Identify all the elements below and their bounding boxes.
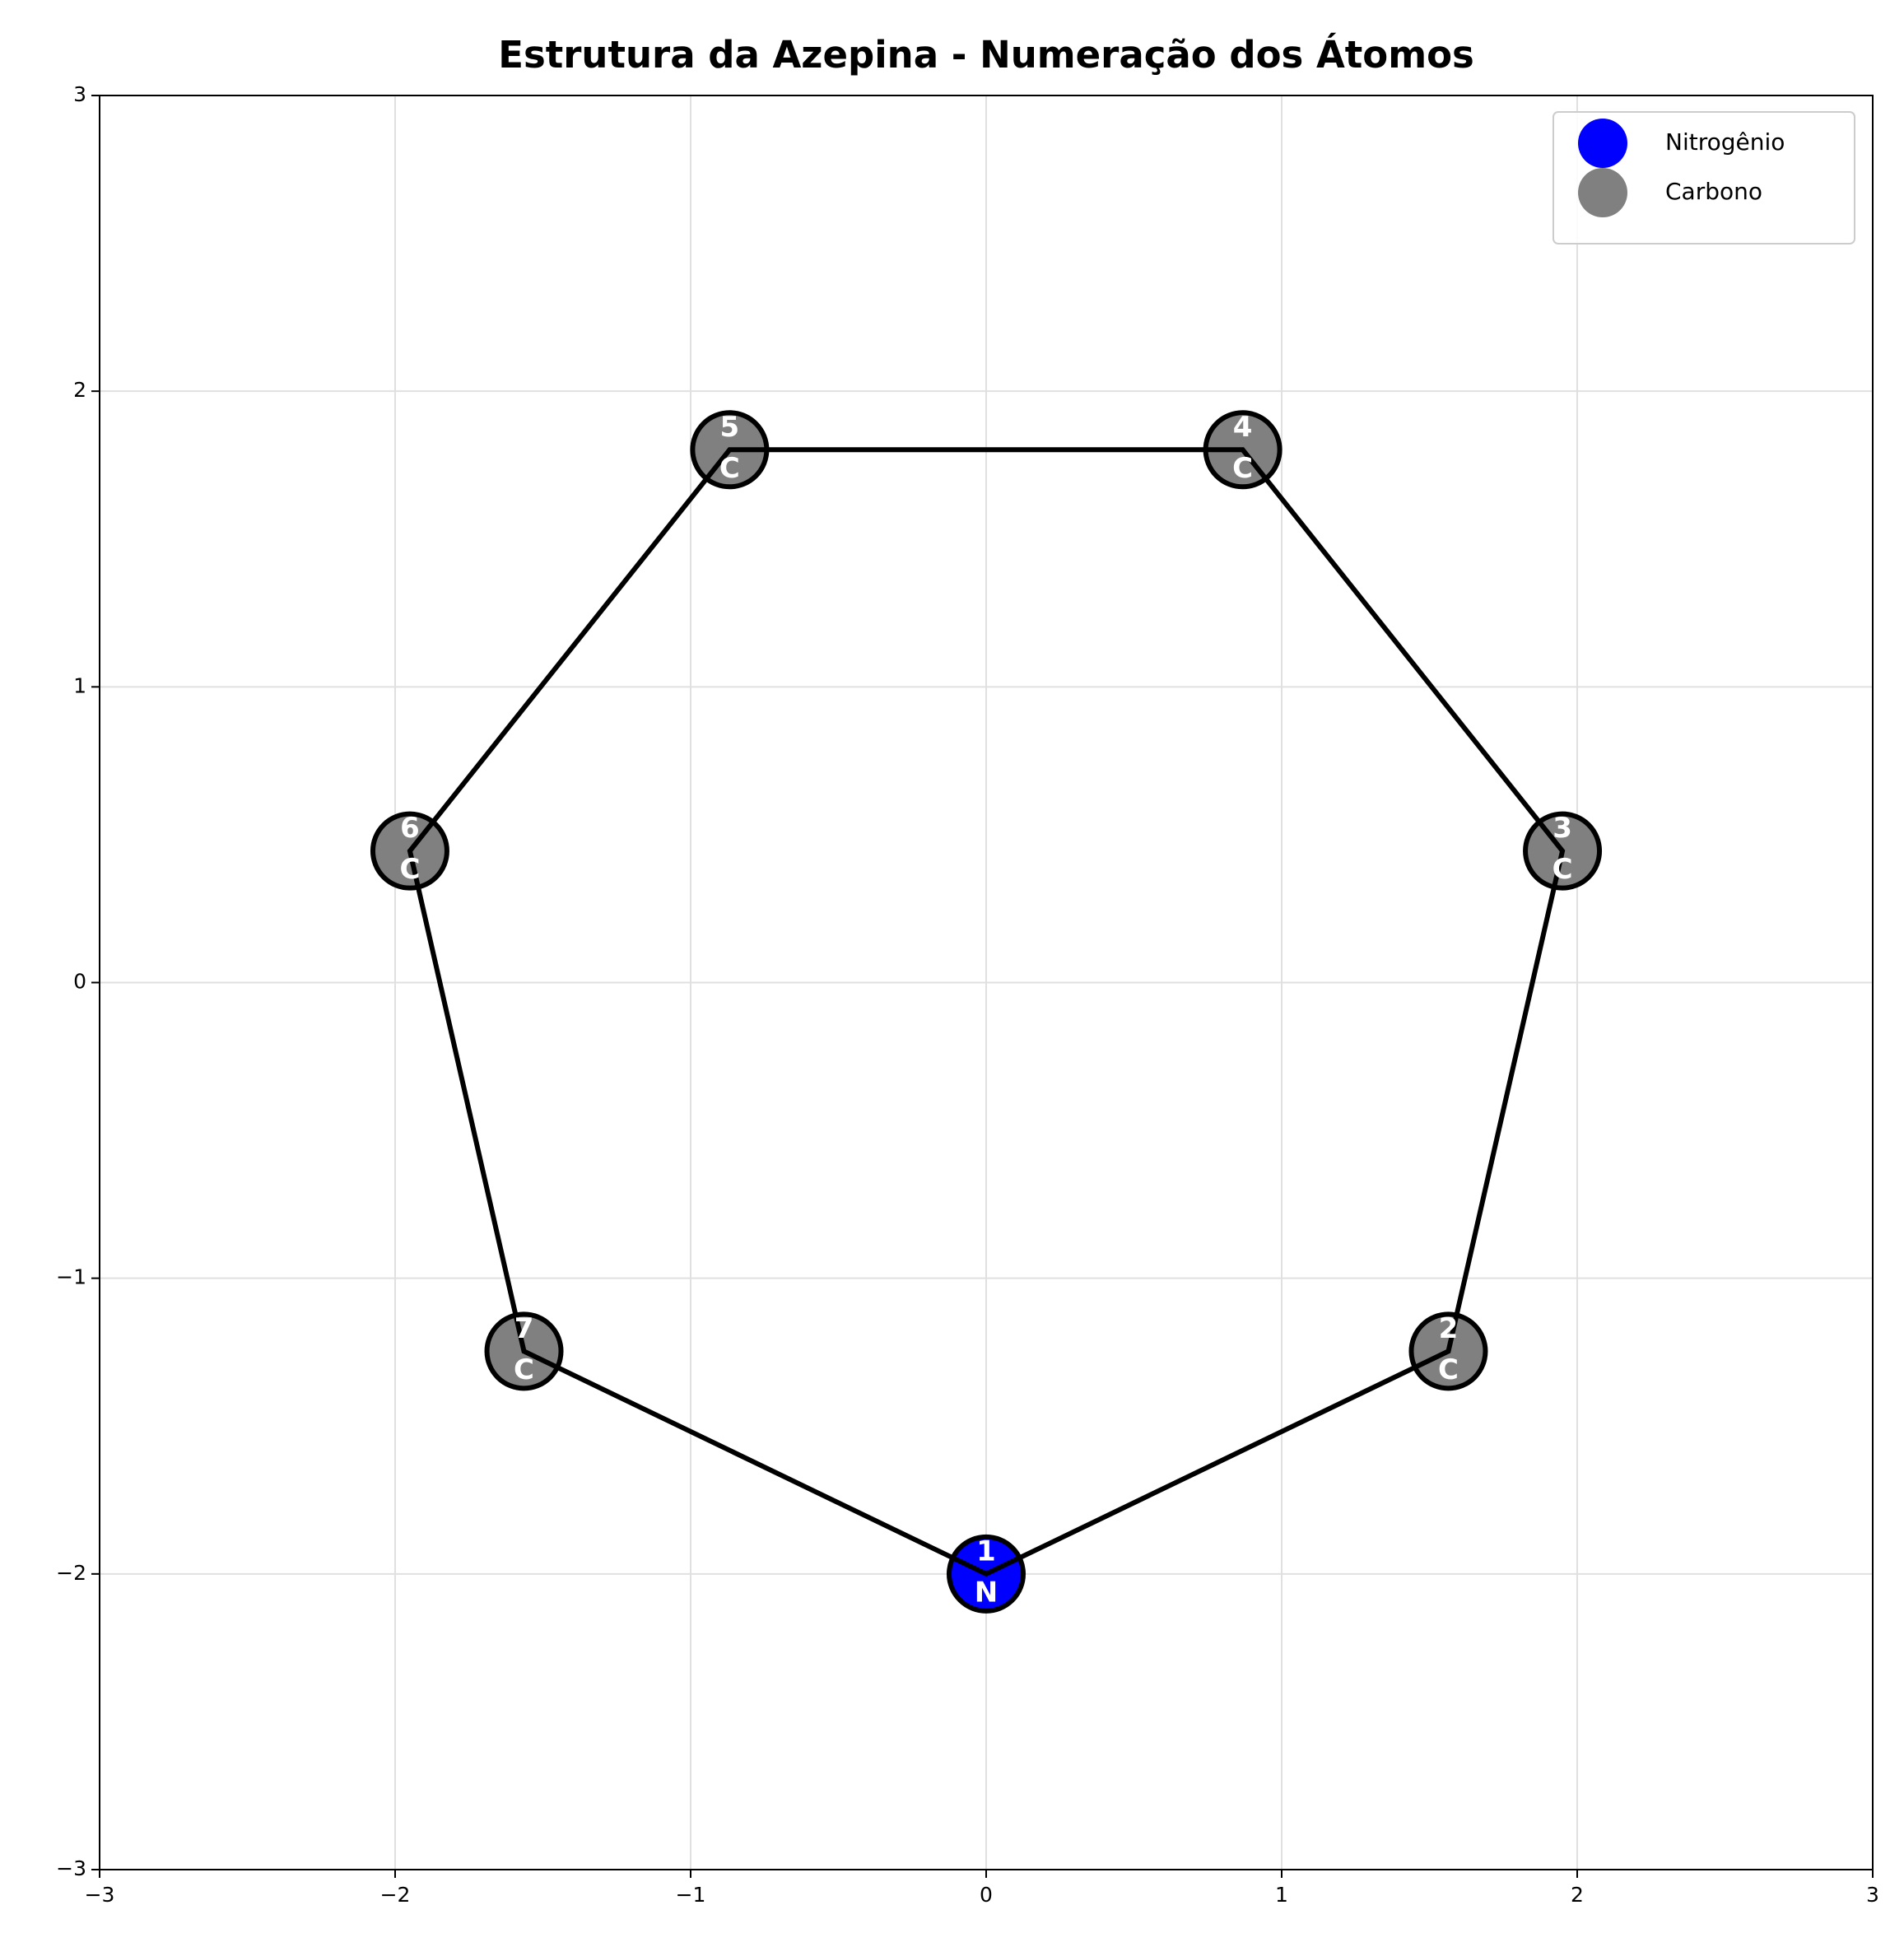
y-tick-label: 2: [73, 378, 86, 402]
plot-frame: [99, 95, 1874, 1870]
ring-bonds: [407, 447, 1566, 1577]
x-tick-label: 3: [1866, 1883, 1879, 1907]
atom-number: 3: [1553, 812, 1572, 845]
atom-symbol: C: [1438, 1353, 1459, 1386]
x-tick-label: 1: [1275, 1883, 1288, 1907]
y-tick-label: −1: [56, 1265, 86, 1289]
atom-symbol: N: [975, 1576, 998, 1609]
x-tick-label: 0: [980, 1883, 993, 1907]
y-tick-label: 0: [73, 970, 86, 994]
atom-number: 6: [400, 812, 420, 845]
y-tick-label: −3: [56, 1856, 86, 1880]
atom-number: 1: [976, 1535, 996, 1567]
atom-symbol: C: [514, 1353, 534, 1386]
atom-number: 4: [1233, 411, 1253, 444]
chart-title: Estrutura da Azepina - Numeração dos Áto…: [498, 33, 1474, 77]
y-tick-label: 3: [73, 82, 86, 106]
legend-marker: [1578, 119, 1627, 168]
atom-number: 2: [1439, 1312, 1459, 1345]
atom-symbol: C: [399, 853, 420, 886]
x-tick-label: 2: [1571, 1883, 1584, 1907]
atom-number: 5: [720, 411, 740, 444]
legend-label: Carbono: [1665, 178, 1762, 205]
y-tick-label: 1: [73, 673, 86, 697]
legend-marker: [1578, 168, 1627, 217]
atom-symbol: C: [719, 452, 740, 485]
legend-box: [1553, 111, 1855, 245]
atom-symbol: C: [1232, 452, 1253, 485]
atom-symbol: C: [1553, 853, 1573, 886]
x-tick-label: −2: [380, 1883, 411, 1907]
x-tick-label: −1: [676, 1883, 706, 1907]
legend-label: Nitrogênio: [1665, 128, 1785, 156]
x-tick-label: −3: [85, 1883, 115, 1907]
y-tick-label: −2: [56, 1561, 86, 1585]
atom-number: 7: [514, 1312, 534, 1345]
